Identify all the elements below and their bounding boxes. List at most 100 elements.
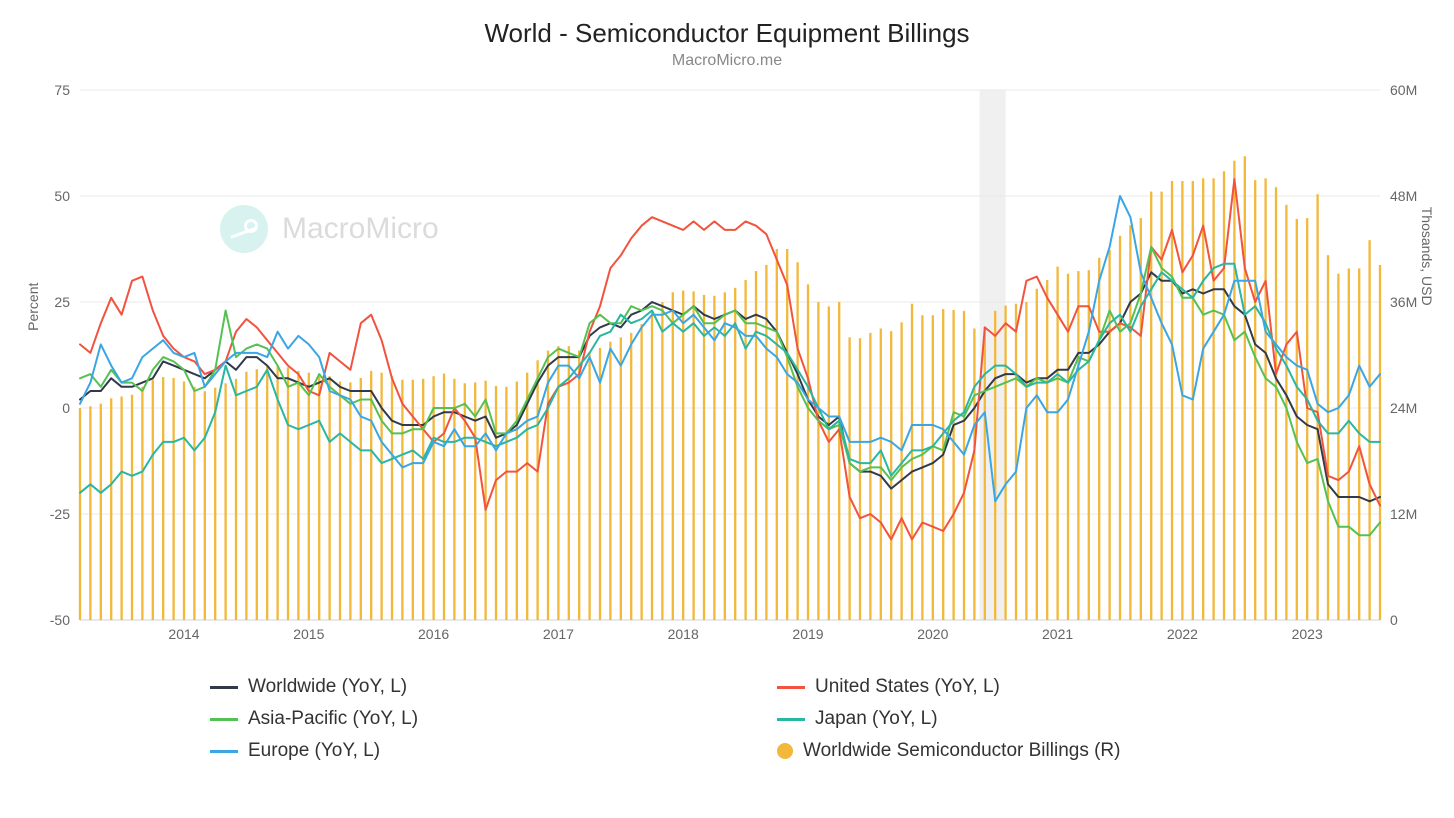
bar (526, 373, 528, 620)
bar (599, 348, 601, 620)
bar (828, 306, 830, 620)
bar (131, 395, 133, 620)
legend: Worldwide (YoY, L) United States (YoY, L)… (210, 676, 1304, 762)
bar (817, 302, 819, 620)
legend-label: Europe (YoY, L) (248, 740, 380, 762)
bar (1327, 255, 1329, 620)
legend-item: Europe (YoY, L) (210, 740, 737, 762)
chart-svg (80, 90, 1380, 620)
bar (588, 352, 590, 620)
bar (193, 387, 195, 620)
bar (692, 291, 694, 620)
bar (1129, 225, 1131, 620)
bar (1056, 267, 1058, 620)
y-right-tick: 48M (1390, 188, 1450, 204)
bar (162, 377, 164, 620)
bar (848, 337, 850, 620)
bar (1368, 240, 1370, 620)
bar (932, 315, 934, 620)
y-right-tick: 12M (1390, 506, 1450, 522)
bar (1264, 178, 1266, 620)
bar (984, 327, 986, 620)
legend-item: Worldwide Semiconductor Billings (R) (777, 740, 1304, 762)
bar (1140, 218, 1142, 620)
series-line (80, 179, 1380, 539)
bar (609, 342, 611, 620)
x-tick: 2014 (154, 626, 214, 642)
legend-swatch-dot-icon (777, 743, 793, 759)
legend-item: Asia-Pacific (YoY, L) (210, 708, 737, 730)
bar (328, 376, 330, 620)
bar (172, 378, 174, 620)
bar (443, 374, 445, 620)
legend-swatch-line-icon (210, 750, 238, 753)
bar (744, 280, 746, 620)
x-tick: 2016 (404, 626, 464, 642)
bar (786, 249, 788, 620)
bar (308, 373, 310, 620)
bar (245, 372, 247, 620)
bar (973, 329, 975, 621)
bar (1046, 280, 1048, 620)
x-tick: 2018 (653, 626, 713, 642)
legend-swatch-line-icon (210, 718, 238, 721)
bar (734, 288, 736, 620)
legend-item: Japan (YoY, L) (777, 708, 1304, 730)
legend-swatch-line-icon (777, 718, 805, 721)
legend-item: United States (YoY, L) (777, 676, 1304, 698)
bar (703, 295, 705, 620)
bar (141, 387, 143, 620)
bar (994, 311, 996, 620)
bar (1223, 171, 1225, 620)
legend-swatch-line-icon (210, 686, 238, 689)
legend-item: Worldwide (YoY, L) (210, 676, 737, 698)
bar (838, 302, 840, 620)
bar (349, 382, 351, 620)
bar (422, 379, 424, 620)
bar (505, 387, 507, 620)
chart-container: World - Semiconductor Equipment Billings… (0, 0, 1454, 818)
bar (1358, 268, 1360, 620)
legend-label: Japan (YoY, L) (815, 708, 938, 730)
bar (880, 329, 882, 621)
y-left-tick: 75 (10, 82, 70, 98)
bar (568, 346, 570, 620)
bar (640, 324, 642, 620)
bar (630, 333, 632, 620)
y-left-tick: 25 (10, 294, 70, 310)
bar (120, 397, 122, 620)
bar (547, 351, 549, 620)
y-right-tick: 24M (1390, 400, 1450, 416)
bar (1108, 250, 1110, 620)
bar (682, 291, 684, 620)
bar (453, 379, 455, 620)
bar (214, 388, 216, 620)
bar (651, 311, 653, 620)
plot-area: MacroMicro Percent Thosands, USD -50-250… (80, 90, 1380, 620)
bar (1306, 218, 1308, 620)
legend-label: Worldwide Semiconductor Billings (R) (803, 740, 1120, 762)
bar (79, 408, 81, 620)
bar (776, 249, 778, 620)
bar (1098, 258, 1100, 620)
bar (911, 304, 913, 620)
y-left-tick: -25 (10, 506, 70, 522)
bar (713, 296, 715, 620)
y-left-tick: -50 (10, 612, 70, 628)
y-axis-right-label: Thosands, USD (1419, 207, 1435, 306)
bar (1119, 236, 1121, 620)
bar (1296, 219, 1298, 620)
x-tick: 2020 (903, 626, 963, 642)
bar (796, 262, 798, 620)
bar (661, 302, 663, 620)
series-line (80, 272, 1380, 501)
legend-swatch-line-icon (777, 686, 805, 689)
bar (1348, 268, 1350, 620)
bar (620, 337, 622, 620)
y-right-tick: 0 (1390, 612, 1450, 628)
chart-subtitle: MacroMicro.me (0, 52, 1454, 70)
bar (370, 371, 372, 620)
bar (110, 398, 112, 620)
bar (266, 366, 268, 620)
bar (183, 382, 185, 621)
